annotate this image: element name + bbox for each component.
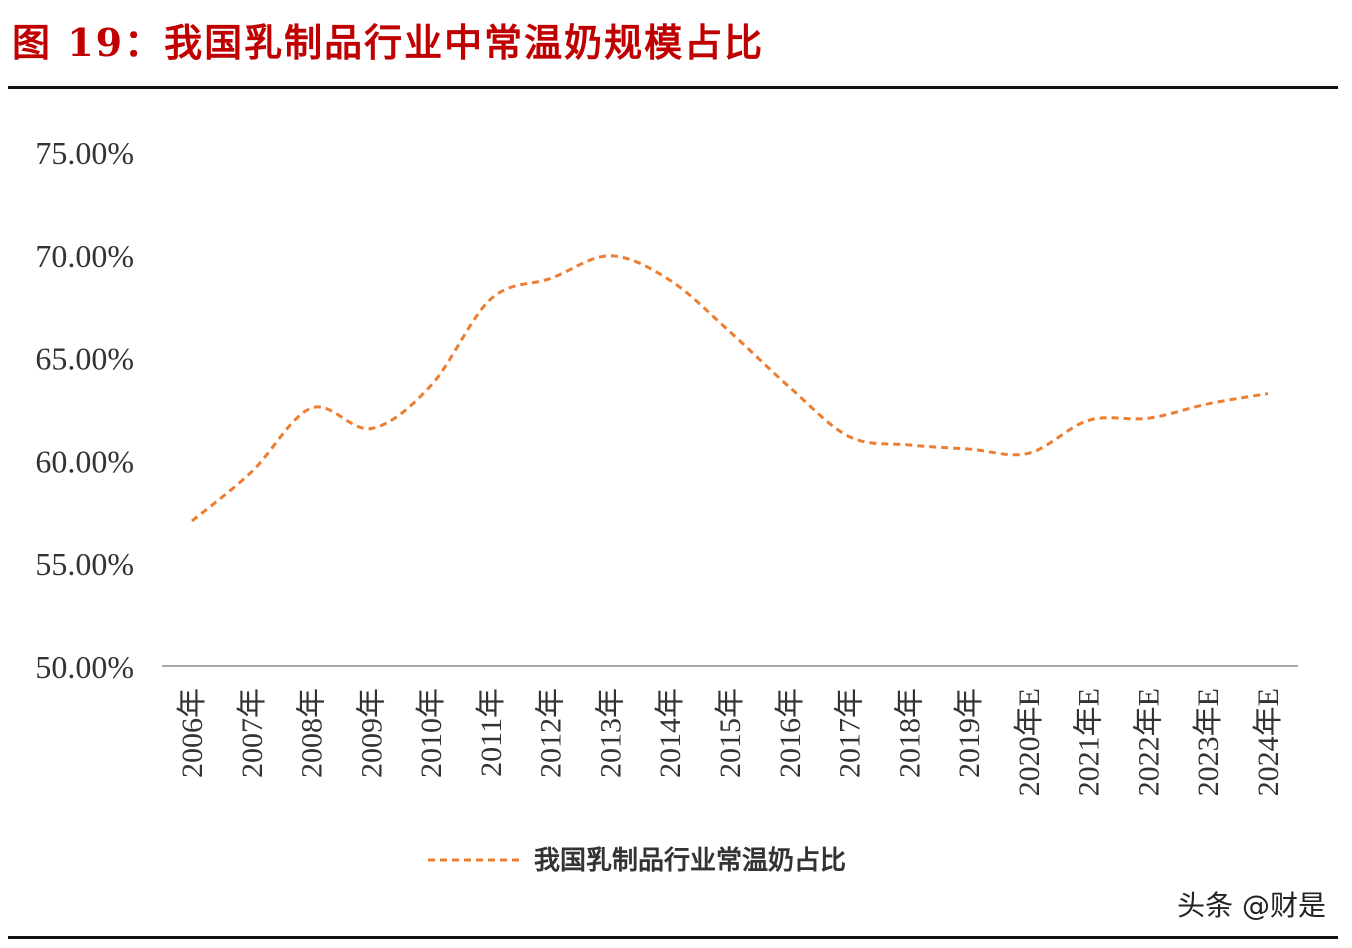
- x-tick-label: 2015年: [714, 688, 747, 778]
- x-tick-label: 2021年E: [1073, 688, 1106, 796]
- x-tick-label: 2019年: [953, 688, 986, 778]
- y-tick-label: 60.00%: [35, 443, 134, 479]
- y-tick-label: 55.00%: [35, 546, 134, 582]
- top-divider: [8, 86, 1338, 89]
- x-tick-label: 2020年E: [1013, 688, 1046, 796]
- x-tick-label: 2011年: [475, 688, 508, 777]
- x-tick-label: 2012年: [535, 688, 568, 778]
- x-tick-label: 2023年E: [1192, 688, 1225, 796]
- figure-title: 图 19：我国乳制品行业中常温奶规模占比: [12, 20, 765, 65]
- bottom-divider: [8, 936, 1338, 939]
- x-tick-label: 2016年: [774, 688, 807, 778]
- y-tick-label: 65.00%: [35, 341, 134, 377]
- x-tick-label: 2008年: [296, 688, 329, 778]
- x-tick-label: 2010年: [415, 688, 448, 778]
- series-line: [191, 254, 1269, 523]
- x-tick-label: 2006年: [176, 688, 209, 778]
- y-tick-label: 70.00%: [35, 238, 134, 274]
- watermark: 头条 @财是: [1177, 889, 1326, 922]
- x-tick-label: 2024年E: [1252, 688, 1285, 796]
- legend-label: 我国乳制品行业常温奶占比: [534, 845, 846, 876]
- x-tick-label: 2022年E: [1132, 688, 1165, 796]
- x-tick-label: 2009年: [355, 688, 388, 778]
- x-tick-label: 2013年: [594, 688, 627, 778]
- x-tick-label: 2018年: [893, 688, 926, 778]
- y-tick-label: 50.00%: [35, 649, 134, 685]
- y-tick-label: 75.00%: [35, 135, 134, 171]
- legend: 我国乳制品行业常温奶占比: [428, 845, 846, 876]
- x-tick-label: 2007年: [236, 688, 269, 778]
- x-tick-label: 2014年: [654, 688, 687, 778]
- x-tick-label: 2017年: [834, 688, 867, 778]
